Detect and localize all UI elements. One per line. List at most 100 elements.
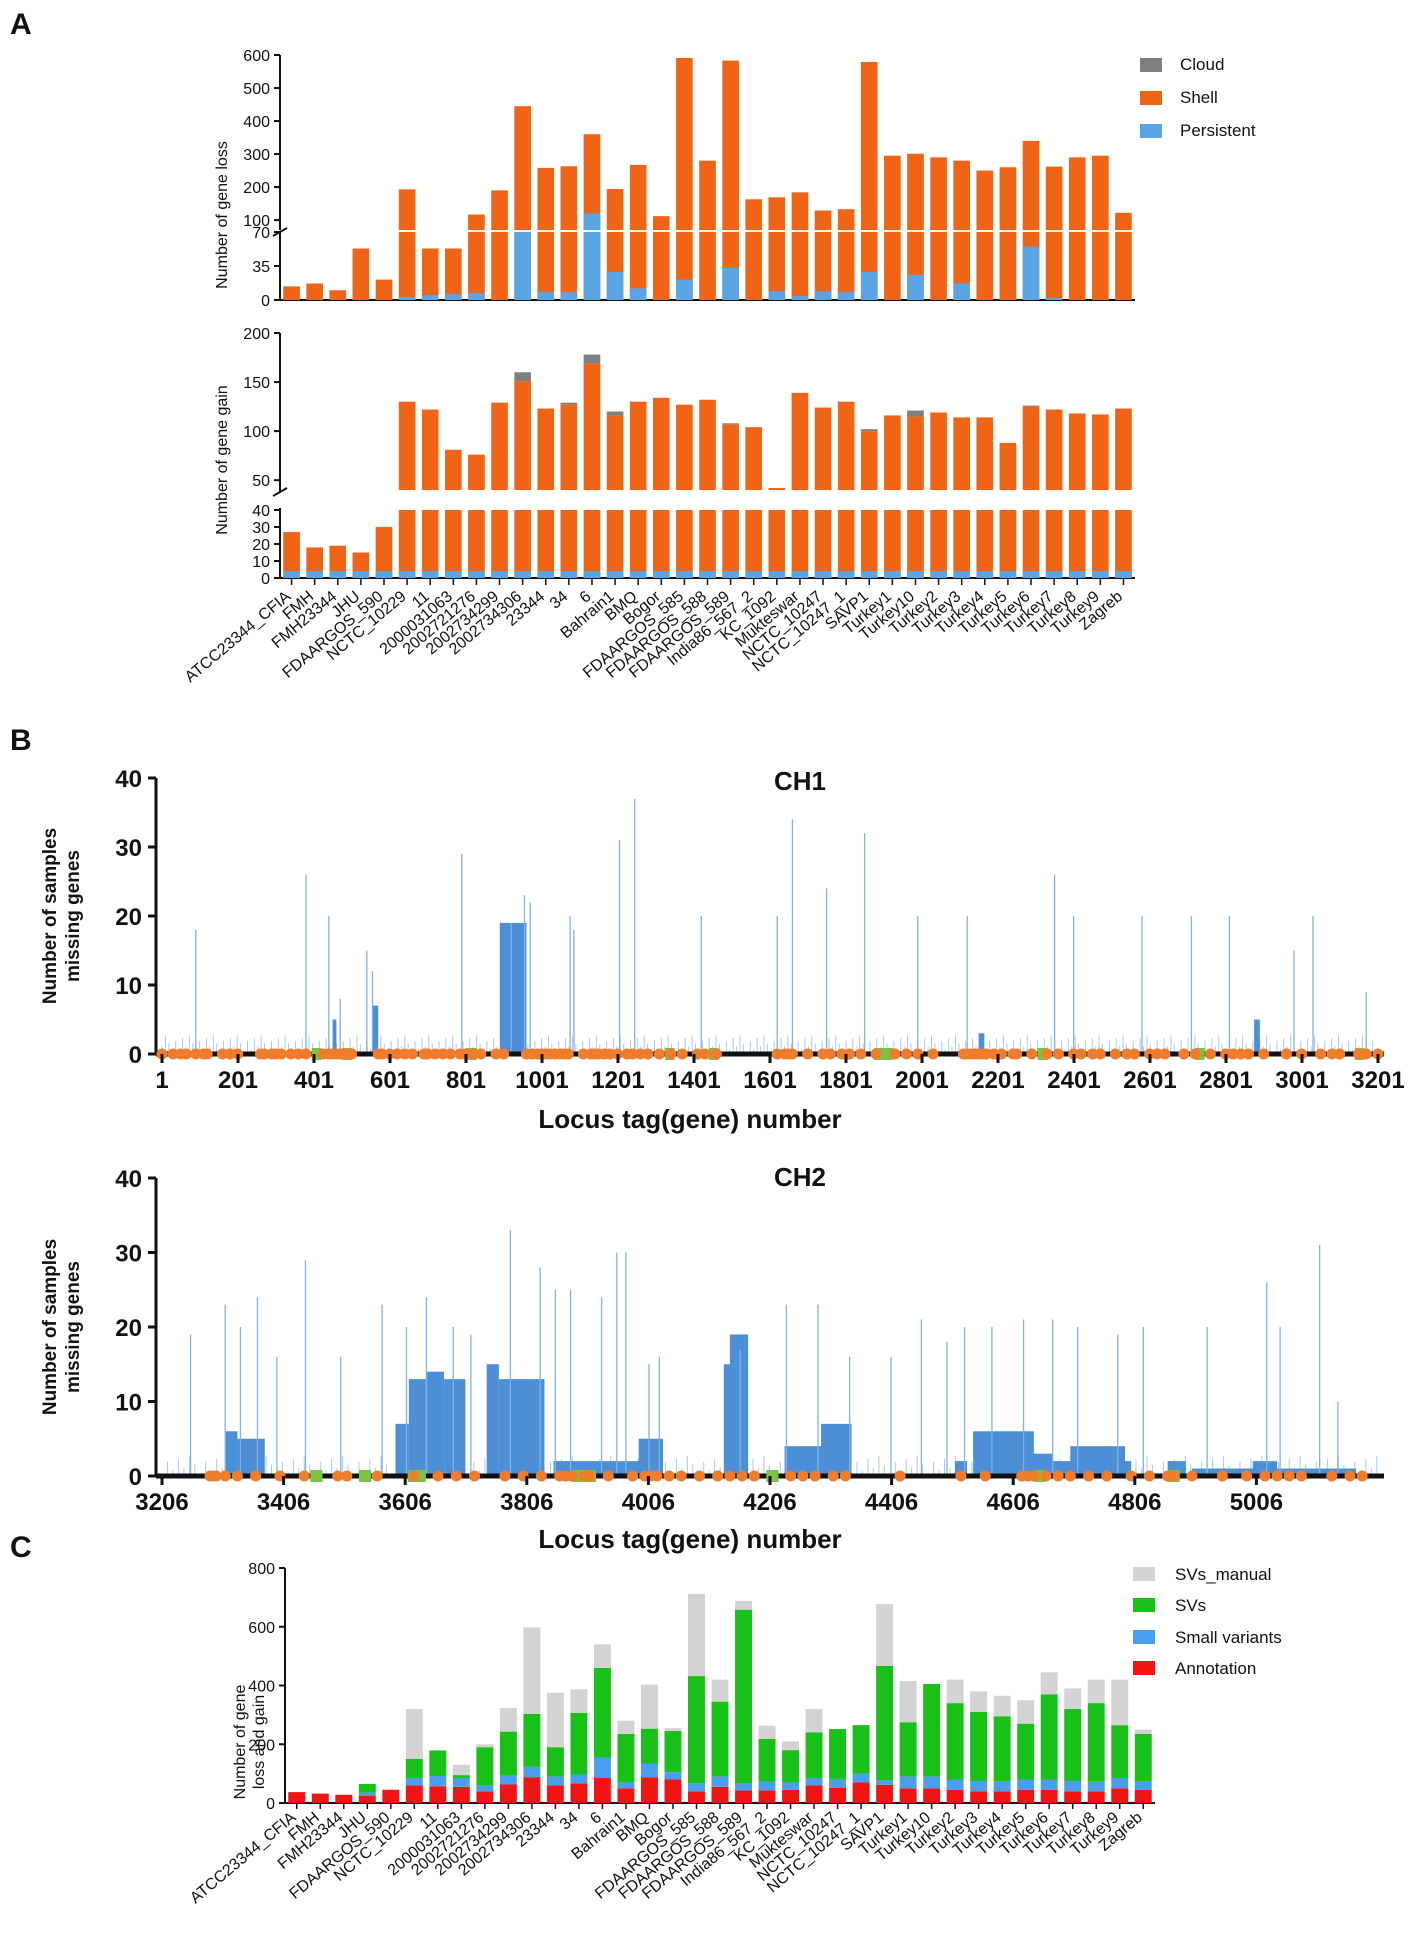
a-gain-bar-shell-upper — [583, 363, 601, 490]
a-loss-bar-shell — [329, 290, 347, 300]
a-loss-bar-shell — [468, 232, 485, 300]
a-gain-bar-shell — [791, 510, 809, 578]
c-bar-svs — [782, 1750, 800, 1783]
a-gain-bar-persistent — [814, 571, 832, 578]
b-orange-dot — [190, 1048, 202, 1060]
a-loss-bar-shell-upper — [583, 134, 601, 230]
c-bar-svs — [664, 1731, 682, 1773]
b-orange-dot — [1216, 1470, 1228, 1482]
b-xtick-label: 4806 — [1108, 1489, 1161, 1516]
c-bar-svs — [1017, 1723, 1035, 1780]
c-bar-svs — [1064, 1709, 1082, 1781]
a-gain-bar-shell-upper — [1022, 406, 1040, 490]
a-gain-bar-shell-upper — [976, 417, 994, 490]
a-loss-bar-shell — [999, 232, 1017, 300]
c-ylabel-line2: loss and gain — [251, 1695, 268, 1789]
a-gain-axis-break — [272, 487, 288, 497]
a-gain-ytick-label: 10 — [252, 554, 270, 571]
a-loss-bar-shell — [352, 248, 370, 300]
c-bar-svs — [876, 1665, 894, 1781]
a-gain-bar-shell — [421, 510, 439, 578]
c-bar-annotation — [570, 1783, 588, 1803]
a-gain-bar-shell — [652, 510, 670, 578]
a-gain-bar-cloud — [907, 410, 924, 417]
c-bar-annotation — [735, 1790, 752, 1803]
c-bar-annotation — [876, 1784, 894, 1803]
b-orange-dot — [665, 1048, 677, 1060]
c-bar-svs-manual — [876, 1604, 894, 1666]
legend-swatch-small-variants — [1133, 1630, 1155, 1644]
b-ytick-label: 40 — [115, 766, 142, 793]
legend-swatch-cloud — [1140, 58, 1162, 72]
b-orange-dot — [889, 1048, 901, 1060]
c-bar-small-variants — [758, 1781, 776, 1791]
a-gain-bar-persistent — [514, 571, 531, 578]
c-bar-svs — [852, 1725, 870, 1774]
a-gain-bar-shell-upper — [560, 404, 578, 490]
c-bar-svs-manual — [711, 1679, 729, 1702]
a-loss-bar-persistent — [444, 294, 462, 300]
b-orange-dot — [839, 1470, 851, 1482]
b-orange-dot — [292, 1048, 304, 1060]
a-loss-bar-shell-upper — [606, 189, 624, 230]
c-bar-annotation — [1134, 1789, 1152, 1803]
b-orange-dot — [300, 1048, 312, 1060]
a-gain-bar-shell-upper — [999, 442, 1017, 490]
c-bar-annotation — [335, 1794, 353, 1803]
c-bar-small-variants — [735, 1783, 752, 1791]
a-loss-bar-persistent — [814, 291, 832, 300]
c-bar-small-variants — [782, 1782, 800, 1790]
b-orange-dot — [1326, 1470, 1338, 1482]
c-bar-small-variants — [499, 1775, 517, 1785]
c-bar-small-variants — [1040, 1779, 1058, 1790]
c-bar-svs — [429, 1750, 447, 1776]
a-gain-bar-persistent — [444, 571, 462, 578]
legend-swatch-svs-manual — [1133, 1567, 1155, 1581]
legend-label-shell: Shell — [1180, 88, 1218, 107]
a-loss-bar-shell-upper — [860, 61, 878, 231]
b-orange-dot — [1353, 1048, 1365, 1060]
b-block-bar — [395, 1423, 409, 1476]
a-gain-bar-shell-upper — [953, 417, 971, 490]
c-bar-annotation — [1017, 1789, 1035, 1803]
c-bar-svs-manual — [946, 1679, 964, 1704]
b-block-bar — [498, 1379, 545, 1476]
a-loss-bar-shell — [837, 232, 855, 300]
c-bar-annotation — [1087, 1791, 1105, 1803]
c-bar-svs-manual — [758, 1725, 776, 1739]
a-gain-bar-shell-upper — [768, 488, 786, 490]
b-orange-dot — [699, 1048, 711, 1060]
b-xtick-label: 1601 — [743, 1067, 796, 1094]
b-orange-dot — [275, 1048, 287, 1060]
b-green-segment — [358, 1470, 372, 1482]
b-orange-dot — [724, 1470, 736, 1482]
a-loss-bar-shell — [930, 232, 947, 300]
b-orange-dot — [748, 1470, 760, 1482]
c-bar-annotation — [288, 1792, 306, 1803]
c-bar-annotation — [1111, 1788, 1129, 1803]
a-loss-bar-shell-upper — [837, 209, 855, 230]
c-bar-svs-manual — [546, 1692, 564, 1748]
legend-swatch-annotation — [1133, 1661, 1155, 1675]
b-xtick-label: 5006 — [1230, 1489, 1283, 1516]
c-bar-svs-manual — [899, 1681, 917, 1723]
a-loss-bar-persistent — [629, 288, 647, 300]
c-bar-annotation — [476, 1791, 494, 1803]
a-loss-bar-persistent — [398, 297, 416, 300]
b-orange-dot — [1241, 1470, 1253, 1482]
b-orange-dot — [231, 1470, 243, 1482]
b-xtick-label: 4206 — [743, 1489, 796, 1516]
a-loss-bar-shell-upper — [884, 155, 901, 230]
b-orange-dot — [429, 1048, 441, 1060]
a-gain-bar-shell — [860, 510, 878, 578]
a-gain-bar-shell — [606, 510, 624, 578]
a-gain-bar-persistent — [537, 571, 555, 578]
b-orange-dot — [827, 1470, 839, 1482]
c-bar-small-variants — [429, 1775, 447, 1787]
b-orange-dot — [341, 1470, 353, 1482]
b-orange-dot — [475, 1048, 487, 1060]
c-bar-annotation — [640, 1777, 658, 1803]
b-orange-dot — [980, 1048, 992, 1060]
b-orange-dot — [870, 1048, 882, 1060]
a-gain-bar-shell-upper — [722, 424, 739, 490]
